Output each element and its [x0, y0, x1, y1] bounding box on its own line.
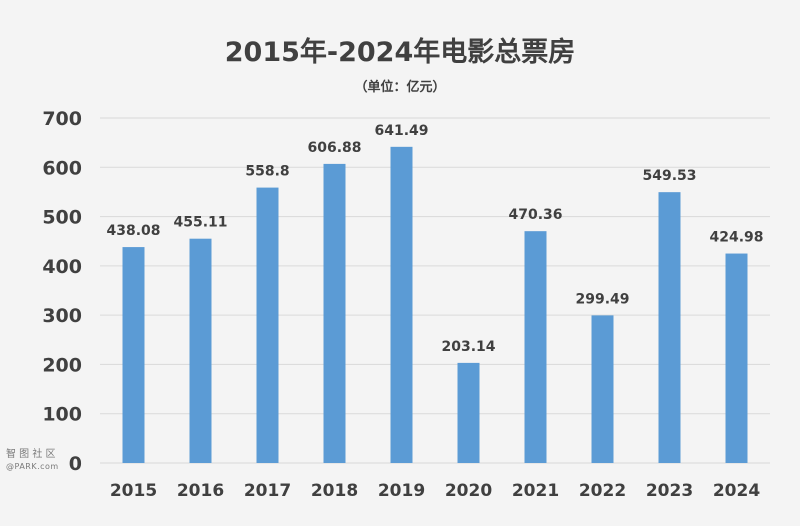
watermark-text: 智 图 社 区	[6, 449, 56, 460]
x-axis: 2015 2016 2017 2018 2019 2020 2021 2022 2023 2024	[110, 481, 760, 501]
x-tick-label: 2019	[378, 481, 425, 501]
bar	[524, 231, 547, 463]
bar	[189, 238, 212, 463]
y-tick-label: 500	[42, 207, 82, 229]
y-tick-label: 400	[42, 256, 82, 278]
bar	[457, 362, 480, 463]
bar	[591, 315, 614, 463]
data-label: 641.49	[374, 123, 428, 139]
y-tick-label: 200	[42, 354, 82, 376]
y-tick-label: 700	[42, 108, 82, 130]
x-tick-label: 2022	[579, 481, 626, 501]
watermark-sub: @PARK.com	[6, 462, 59, 471]
gridlines	[100, 117, 770, 464]
x-tick-label: 2023	[646, 481, 693, 501]
bar	[725, 253, 748, 463]
y-tick-label: 600	[42, 157, 82, 179]
data-label: 558.8	[245, 164, 289, 180]
y-tick-label: 100	[42, 404, 82, 426]
x-tick-label: 2021	[512, 481, 559, 501]
data-label: 299.49	[575, 291, 629, 307]
data-label: 470.36	[508, 207, 562, 223]
y-axis: 0 100 200 300 400 500 600 700	[42, 108, 82, 475]
y-tick-label: 300	[42, 305, 82, 327]
x-tick-label: 2017	[244, 481, 291, 501]
x-tick-label: 2018	[311, 481, 358, 501]
chart-subtitle: （单位：亿元）	[354, 80, 446, 95]
data-labels: 438.08 455.11 558.8 606.88 641.49 203.14 470.3…	[106, 123, 763, 355]
x-tick-label: 2020	[445, 481, 492, 501]
bar	[323, 163, 346, 464]
bars	[122, 146, 748, 464]
bar	[256, 187, 279, 463]
watermark-logo: 智 图 社 区 @PARK.com	[6, 449, 76, 473]
chart-title: 2015年-2024年电影总票房	[224, 37, 576, 68]
bar	[390, 146, 413, 463]
x-tick-label: 2024	[713, 481, 760, 501]
y-tick-label: 0	[69, 453, 82, 475]
x-tick-label: 2015	[110, 481, 157, 501]
data-label: 424.98	[709, 230, 763, 246]
data-label: 438.08	[106, 223, 160, 239]
bar	[122, 247, 145, 463]
data-label: 606.88	[307, 140, 361, 156]
data-label: 549.53	[642, 168, 696, 184]
x-tick-label: 2016	[177, 481, 224, 501]
data-label: 455.11	[173, 215, 227, 231]
bar	[658, 192, 681, 463]
data-label: 203.14	[441, 339, 495, 355]
